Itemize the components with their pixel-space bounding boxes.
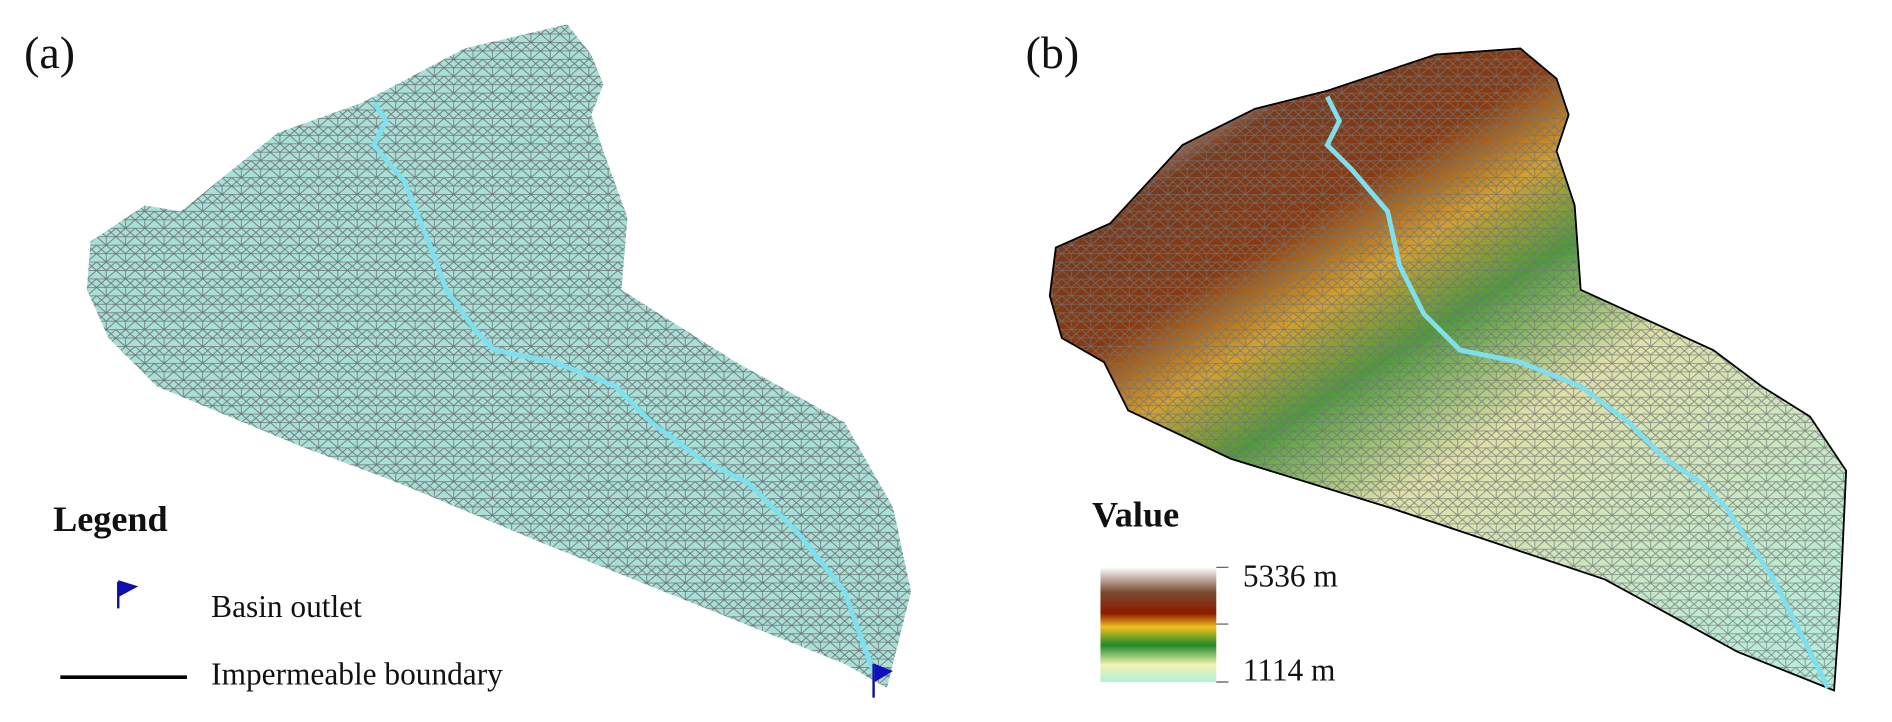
colorbar-ticks: [1216, 566, 1229, 683]
panel-a: (a) Legend Basin outlet Impermeable boun…: [24, 24, 912, 698]
outlet-flag: [874, 663, 893, 682]
panel-b: (b) Value 5336 m 1114 m: [1026, 27, 1848, 692]
boundary: [1048, 47, 1848, 692]
legend-title: Value: [1092, 494, 1179, 534]
legend-item: Impermeable boundary: [211, 656, 503, 691]
panel-label: (b): [1026, 27, 1079, 78]
panel-label: (a): [24, 27, 75, 78]
colorbar-max: 5336 m: [1243, 559, 1338, 594]
river: [1324, 95, 1831, 690]
legend-item: Basin outlet: [211, 589, 362, 624]
mesh-a: [86, 24, 912, 688]
colorbar: [1100, 567, 1217, 682]
legend-title: Legend: [53, 499, 168, 539]
legend-flag: [117, 580, 139, 609]
river: [371, 101, 878, 677]
colorbar-min: 1114 m: [1243, 653, 1336, 688]
